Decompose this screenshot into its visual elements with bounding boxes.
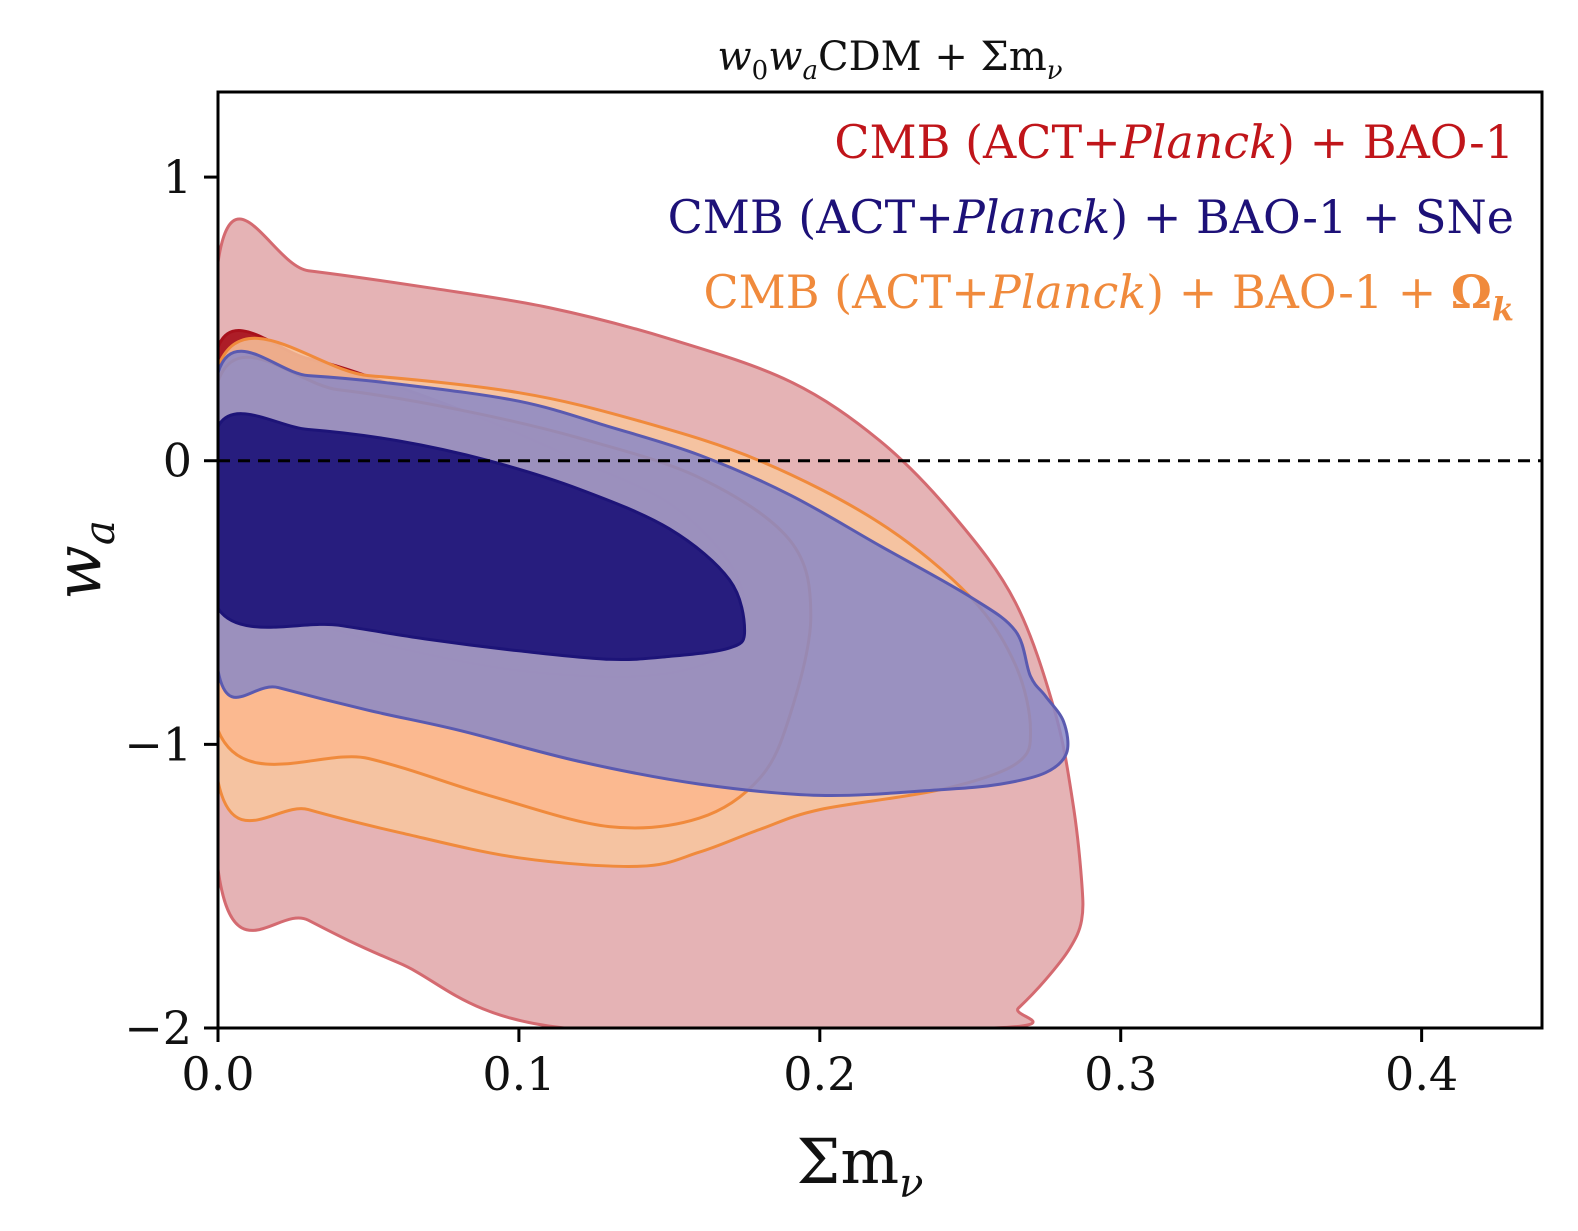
x-tick-label: 0.2 xyxy=(783,1047,856,1101)
contour-layer xyxy=(218,217,1085,1028)
x-tick-label: 0.1 xyxy=(482,1047,555,1101)
x-axis-label: Σmν xyxy=(797,1125,924,1207)
y-tick-label: −1 xyxy=(124,717,192,771)
x-axis-ticks: 0.0 0.1 0.2 0.3 0.4 xyxy=(181,1028,1458,1101)
legend-entry: CMB (ACT+Planck) + BAO-1 + Ωk xyxy=(703,265,1514,328)
chart-title: w0waCDM + Σmν xyxy=(717,34,1062,86)
legend-entry: CMB (ACT+Planck) + BAO-1 + SNe xyxy=(668,190,1514,244)
contour-series-2-68pct xyxy=(218,412,747,662)
y-axis-label: wa xyxy=(42,520,124,600)
y-axis-ticks: 1 0 −1 −2 xyxy=(124,150,218,1055)
plot-frame xyxy=(216,90,1544,1030)
y-tick-label: 0 xyxy=(163,434,192,488)
x-tick-label: 0.3 xyxy=(1084,1047,1157,1101)
x-tick-label: 0.4 xyxy=(1385,1047,1458,1101)
x-tick-label: 0.0 xyxy=(181,1047,254,1101)
legend: CMB (ACT+Planck) + BAO-1 CMB (ACT+Planck)… xyxy=(668,115,1514,328)
legend-entry: CMB (ACT+Planck) + BAO-1 xyxy=(834,115,1514,169)
y-tick-label: 1 xyxy=(163,150,192,204)
y-tick-label: −2 xyxy=(124,1001,192,1055)
